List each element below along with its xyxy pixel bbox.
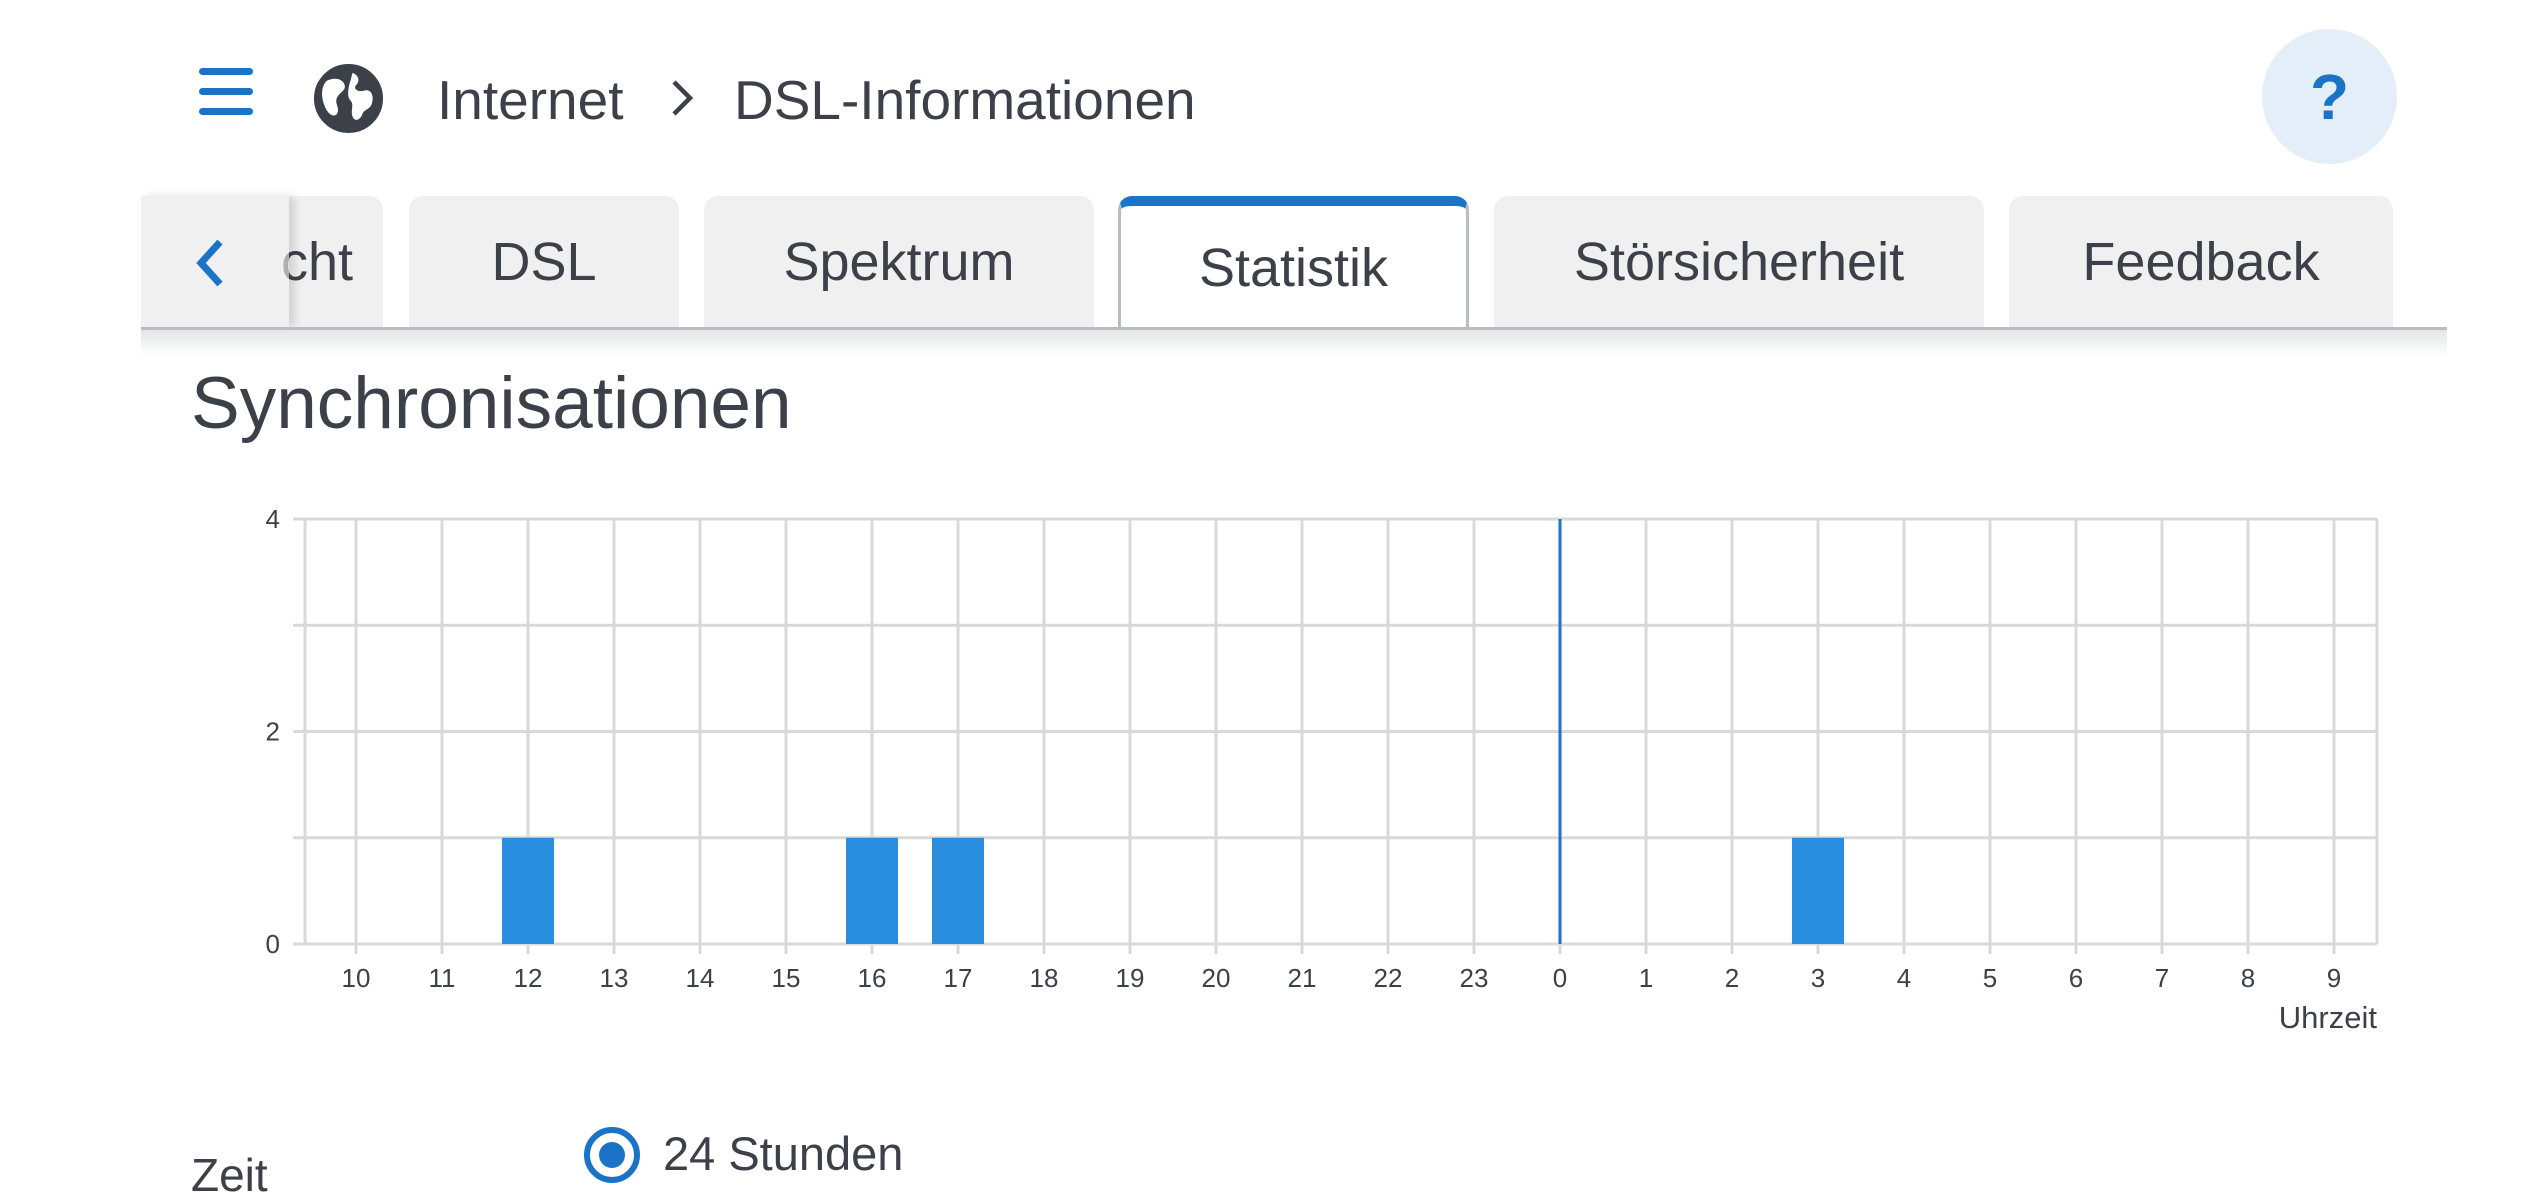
x-tick-label: 17 — [944, 963, 973, 993]
x-tick-label: 5 — [1983, 963, 1997, 993]
tab-label: Störsicherheit — [1573, 231, 1905, 292]
hamburger-menu-icon — [199, 68, 253, 75]
x-tick-label: 2 — [1725, 963, 1739, 993]
radio-24-stunden-label[interactable]: 24 Stunden — [663, 1127, 904, 1180]
x-tick-label: 18 — [1030, 963, 1059, 993]
globe-icon — [313, 63, 384, 134]
tab-feedback[interactable]: Feedback — [2009, 196, 2393, 327]
x-axis-label: Uhrzeit — [2279, 1000, 2378, 1035]
section-title: Synchronisationen — [191, 363, 792, 444]
x-tick-label: 14 — [686, 963, 715, 993]
breadcrumb-dsl-informationen: DSL-Informationen — [734, 69, 1196, 131]
y-tick-label: 4 — [266, 504, 280, 534]
x-tick-label: 3 — [1811, 963, 1825, 993]
tab-spektrum[interactable]: Spektrum — [704, 196, 1094, 327]
x-tick-label: 1 — [1639, 963, 1653, 993]
y-tick-label: 2 — [266, 717, 280, 747]
tab-statistik[interactable]: Statistik — [1118, 196, 1469, 330]
tab-scroll-left-button[interactable] — [141, 196, 289, 327]
tab-bar: cht DSL Spektrum Statistik Störsicherhei… — [141, 190, 2447, 356]
chevron-left-icon — [196, 239, 223, 287]
x-tick-label: 7 — [2155, 963, 2169, 993]
x-tick-label: 20 — [1202, 963, 1231, 993]
synchronisationen-chart: 10 11 12 13 14 15 16 17 18 19 20 21 22 23 0 1 2 3 4 5 6 7 8 902… — [266, 504, 2379, 1035]
x-tick-label: 4 — [1897, 963, 1911, 993]
help-button[interactable]: ? — [2262, 29, 2397, 164]
x-tick-label: 12 — [514, 963, 543, 993]
chart-bar-16 — [846, 837, 898, 944]
tab-label: Feedback — [2082, 231, 2320, 292]
chart-bars — [502, 837, 1844, 944]
tab-label: Spektrum — [783, 231, 1015, 292]
x-tick-label: 6 — [2069, 963, 2083, 993]
x-tick-label: 9 — [2327, 963, 2341, 993]
tab-strip-shadow — [141, 330, 2447, 356]
hamburger-menu-icon-bar — [199, 88, 253, 95]
tab-dsl[interactable]: DSL — [409, 196, 679, 327]
x-tick-label: 23 — [1460, 963, 1489, 993]
x-tick-label: 10 — [342, 963, 371, 993]
x-tick-label: 16 — [858, 963, 887, 993]
hamburger-menu-icon-bar — [199, 108, 253, 115]
chart-grid — [293, 517, 2379, 954]
x-tick-label: 8 — [2241, 963, 2255, 993]
tab-label: cht — [280, 231, 353, 292]
x-tick-label: 19 — [1116, 963, 1145, 993]
x-tick-label: 11 — [429, 963, 456, 993]
radio-24-stunden[interactable] — [584, 1127, 640, 1183]
tab-label: DSL — [491, 231, 597, 292]
help-icon: ? — [2309, 60, 2350, 133]
x-tick-label: 15 — [772, 963, 801, 993]
tab-label: Statistik — [1198, 238, 1389, 298]
chart-bar-3 — [1792, 837, 1844, 944]
chart-bar-12 — [502, 837, 554, 944]
menu-button[interactable] — [196, 66, 256, 116]
x-tick-label: 13 — [600, 963, 629, 993]
x-tick-label: 0 — [1553, 963, 1567, 993]
x-tick-label: 22 — [1374, 963, 1403, 993]
tab-stoersicherheit[interactable]: Störsicherheit — [1494, 196, 1984, 327]
y-tick-label: 0 — [266, 929, 280, 959]
breadcrumb-internet[interactable]: Internet — [437, 69, 624, 131]
chevron-right-icon — [672, 80, 694, 116]
chart-labels: 10 11 12 13 14 15 16 17 18 19 20 21 22 23 0 1 2 3 4 5 6 7 8 902… — [266, 504, 2378, 1035]
x-tick-label: 21 — [1288, 963, 1317, 993]
tab-strip-divider — [141, 327, 2447, 330]
time-range-label: Zeit — [191, 1149, 268, 1201]
chart-bar-17 — [932, 837, 984, 944]
